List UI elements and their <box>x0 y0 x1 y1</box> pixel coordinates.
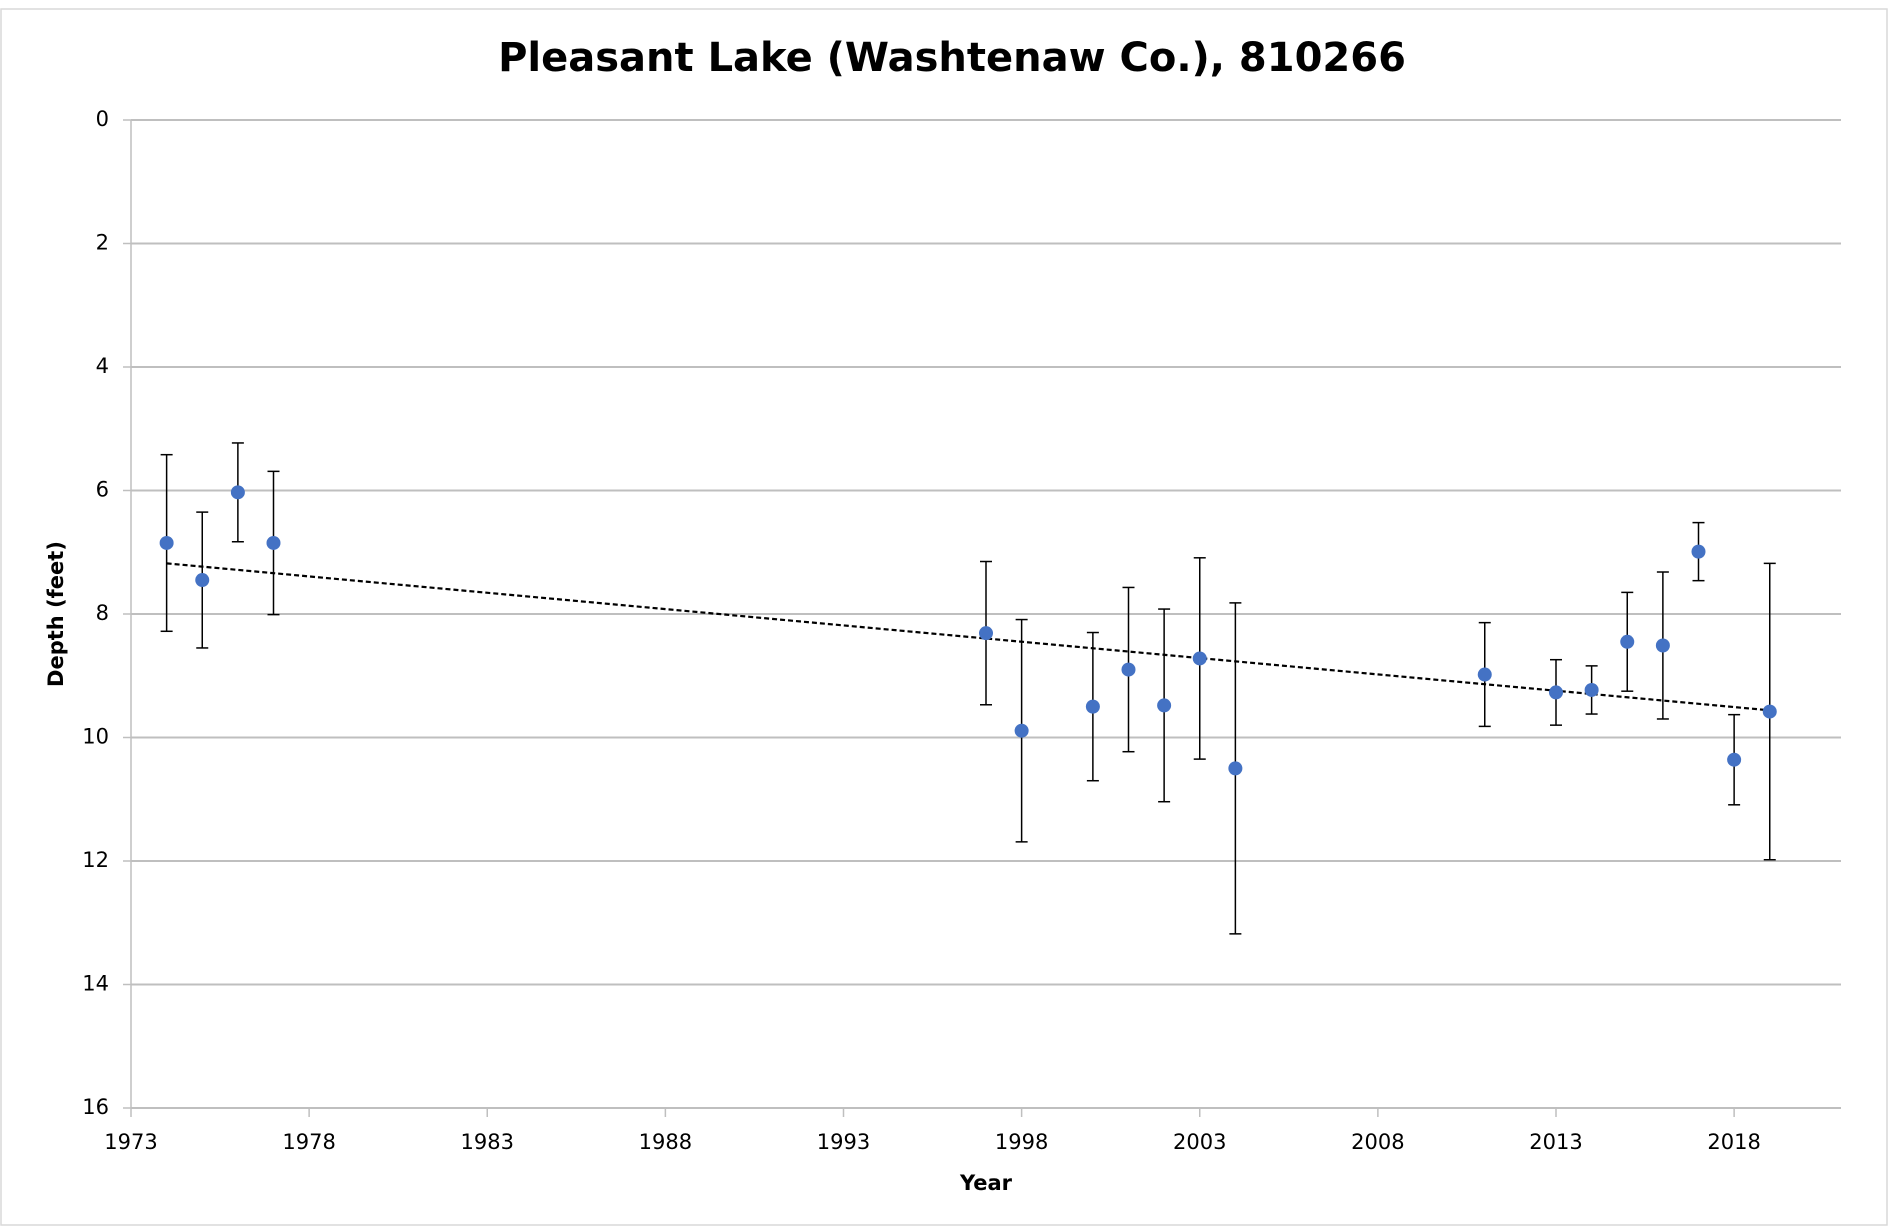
x-tick-label: 2003 <box>1173 1130 1226 1154</box>
y-tick-label: 16 <box>82 1095 109 1119</box>
x-tick-label: 2018 <box>1707 1130 1760 1154</box>
point <box>159 535 174 550</box>
point <box>1014 723 1029 738</box>
x-tick-label: 2008 <box>1351 1130 1404 1154</box>
point <box>1157 698 1172 713</box>
trendline <box>166 562 1770 712</box>
y-tick-label: 12 <box>82 848 109 872</box>
point <box>1762 704 1777 719</box>
y-tick-label: 0 <box>96 107 109 131</box>
y-axis-label: Depth (feet) <box>44 541 68 687</box>
point <box>1121 662 1136 677</box>
x-tick-label: 1998 <box>995 1130 1048 1154</box>
point <box>1655 638 1670 653</box>
y-tick-label: 4 <box>96 354 109 378</box>
chart-title: Pleasant Lake (Washtenaw Co.), 810266 <box>498 35 1406 81</box>
y-tick-label: 2 <box>96 231 109 255</box>
point <box>979 626 993 641</box>
x-tick-label: 1973 <box>104 1130 157 1154</box>
point <box>1584 682 1599 697</box>
x-tick-label: 1978 <box>282 1130 335 1154</box>
x-tick-label: 1988 <box>639 1130 692 1154</box>
point <box>1228 761 1243 776</box>
point <box>1085 699 1100 714</box>
y-tick-label: 6 <box>96 478 109 502</box>
point <box>1549 685 1563 700</box>
point <box>1691 544 1706 559</box>
x-tick-label: 1983 <box>461 1130 514 1154</box>
y-tick-label: 14 <box>82 972 109 996</box>
point <box>1727 752 1742 767</box>
y-tick-label: 10 <box>82 725 109 749</box>
point <box>1192 651 1207 666</box>
point <box>1620 634 1635 649</box>
x-tick-label: 1993 <box>817 1130 870 1154</box>
chart-border <box>0 8 1888 1226</box>
x-axis-label: Year <box>959 1171 1013 1195</box>
point <box>195 573 210 588</box>
point <box>1477 667 1492 682</box>
point <box>266 535 281 550</box>
x-tick-label: 2013 <box>1529 1130 1582 1154</box>
point <box>230 485 245 500</box>
y-tick-label: 8 <box>96 601 109 625</box>
